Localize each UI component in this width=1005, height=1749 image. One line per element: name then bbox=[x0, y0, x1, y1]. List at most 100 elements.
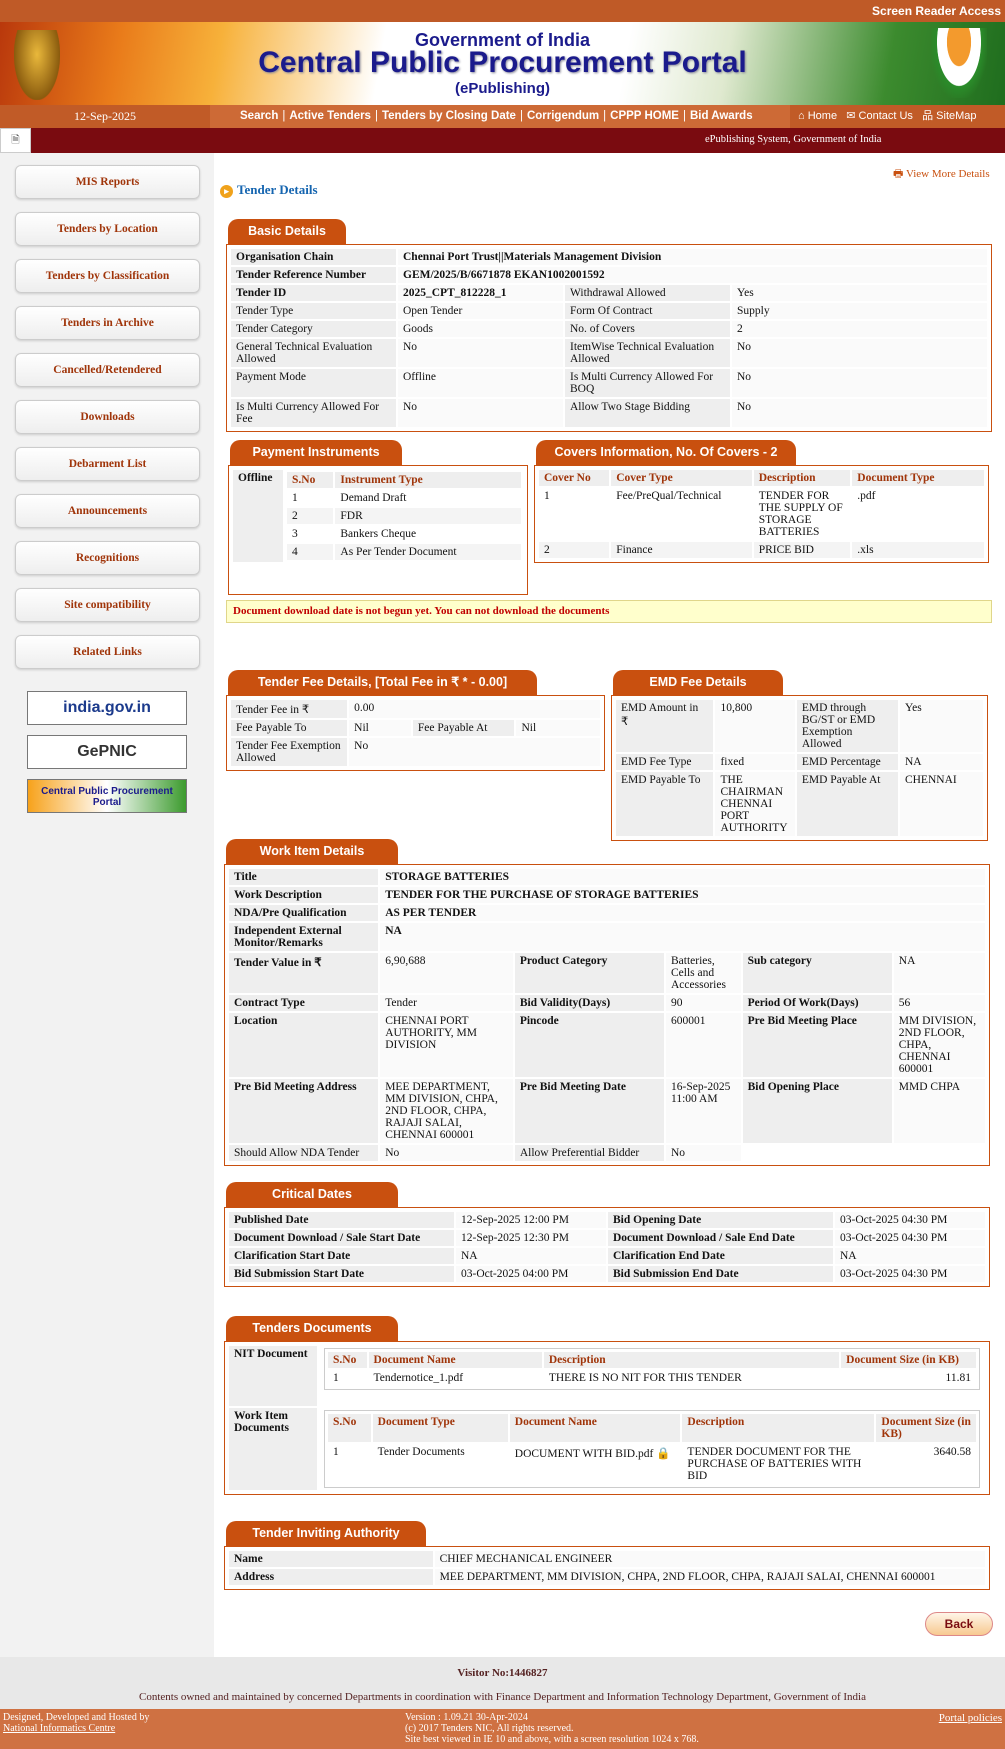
contents-note: Contents owned and maintained by concern… bbox=[139, 1691, 866, 1703]
nav-link-corrigendum[interactable]: Corrigendum bbox=[526, 110, 600, 122]
dates-row: Document Download / Sale Start Date 12-Se… bbox=[229, 1230, 985, 1246]
docs-work-cell: TENDER DOCUMENT FOR THE PURCHASE OF BATT… bbox=[682, 1444, 875, 1484]
basic-row: Is Multi Currency Allowed For Fee No Allow… bbox=[231, 399, 987, 427]
covers-header-row: Cover No Cover Type Description Document Ty… bbox=[539, 470, 984, 486]
docs-work-cell: DOCUMENT WITH BID.pdf 🔒 bbox=[509, 1444, 681, 1484]
value-itemwise-technical-evaluation-allowed: No bbox=[732, 339, 987, 367]
basic-panel: Organisation Chain Chennai Port Trust||Ma… bbox=[226, 244, 992, 432]
sidebar-item-debarment-list[interactable]: Debarment List bbox=[15, 447, 200, 481]
tender_fee-row: Tender Fee Exemption Allowed No bbox=[231, 738, 600, 766]
sidebar-item-mis-reports[interactable]: MIS Reports bbox=[15, 165, 200, 199]
label-tender-reference-number: Tender Reference Number bbox=[231, 267, 396, 283]
sitemap-icon: 品 bbox=[922, 110, 934, 122]
covers-table: Cover No Cover Type Description Document Ty… bbox=[537, 468, 986, 560]
label-bid-opening-date: Bid Opening Date bbox=[608, 1212, 833, 1228]
nic-link[interactable]: National Informatics Centre bbox=[3, 1723, 116, 1734]
value-allow-two-stage-bidding: No bbox=[732, 399, 987, 427]
label-pre-bid-meeting-address: Pre Bid Meeting Address bbox=[229, 1079, 379, 1143]
nav-separator: | bbox=[519, 110, 523, 122]
docs-work-table: S.No Document Type Document Name Descriptio… bbox=[326, 1412, 978, 1486]
label-emd-payable-to: EMD Payable To bbox=[616, 772, 714, 836]
docs-work_label: Work Item Documents bbox=[229, 1408, 317, 1490]
sidebar-item-announcements[interactable]: Announcements bbox=[15, 494, 200, 528]
docs-nit-cell: THERE IS NO NIT FOR THIS TENDER bbox=[543, 1370, 840, 1386]
covers-cell: 2 bbox=[539, 542, 610, 558]
label-name: Name bbox=[229, 1551, 433, 1567]
value-emd-fee-type: fixed bbox=[715, 754, 795, 770]
value-bid-opening-place: MMD CHPA bbox=[893, 1079, 985, 1143]
home-link[interactable]: Home bbox=[807, 110, 838, 122]
current-date: 12-Sep-2025 bbox=[0, 105, 210, 128]
screen-reader-access-link[interactable]: Screen Reader Access bbox=[872, 4, 1001, 18]
label-fee-payable-at: Fee Payable At bbox=[412, 720, 515, 736]
column-header-document-type: Document Type bbox=[852, 470, 984, 486]
logo-india-gov-in[interactable]: india.gov.in bbox=[27, 691, 187, 725]
sidebar-item-related-links[interactable]: Related Links bbox=[15, 635, 200, 669]
dates-row: Bid Submission Start Date 03-Oct-2025 04:… bbox=[229, 1266, 985, 1282]
portal-policies-link[interactable]: Portal policies bbox=[938, 1712, 1002, 1724]
docs-work-header-row: S.No Document Type Document Name Descriptio… bbox=[328, 1414, 976, 1442]
value-location: CHENNAI PORT AUTHORITY, MM DIVISION bbox=[380, 1013, 513, 1077]
logo-central-public-procurement-portal[interactable]: Central Public Procurement Portal bbox=[27, 779, 187, 813]
sitemap-link[interactable]: SiteMap bbox=[936, 110, 977, 122]
value-is-multi-currency-allowed-for-fee: No bbox=[398, 399, 563, 427]
label-contract-type: Contract Type bbox=[229, 995, 379, 1011]
nav-link-search[interactable]: Search bbox=[240, 110, 279, 122]
emd-table: EMD Amount in ₹10,800 EMD through BG/ST o… bbox=[614, 698, 985, 838]
label-allow-preferential-bidder: Allow Preferential Bidder bbox=[514, 1145, 664, 1161]
covers-cell: .xls bbox=[852, 542, 984, 558]
value-bid-opening-date: 03-Oct-2025 04:30 PM bbox=[835, 1212, 985, 1228]
sidebar-item-tenders-by-location[interactable]: Tenders by Location bbox=[15, 212, 200, 246]
column-header-description: Description bbox=[682, 1414, 875, 1442]
payment-header-row: S.No Instrument Type bbox=[287, 472, 521, 488]
visitor-count: Visitor No:1446827 bbox=[457, 1667, 548, 1679]
nav-link-cppp-home[interactable]: CPPP HOME bbox=[610, 110, 679, 122]
view-more-details-link[interactable]: 🖶 View More Details bbox=[893, 165, 990, 184]
work-table: Title STORAGE BATTERIES Work Description TE… bbox=[227, 867, 987, 1163]
value-emd-amount-in-: 10,800 bbox=[715, 700, 795, 752]
value-sub-category: NA bbox=[893, 953, 985, 993]
label-product-category: Product Category bbox=[514, 953, 664, 993]
label-is-multi-currency-allowed-for-fee: Is Multi Currency Allowed For Fee bbox=[231, 399, 396, 427]
payment-row: 2 FDR bbox=[287, 508, 521, 524]
value-allow-preferential-bidder: No bbox=[666, 1145, 741, 1161]
label-independent-external-monitor-remarks: Independent External Monitor/Remarks bbox=[229, 923, 379, 951]
payment-instruments-cell: S.No Instrument Type 1 Demand Draft 2 FDR 3 Ban… bbox=[285, 470, 523, 562]
dates-table: Published Date 12-Sep-2025 12:00 PM Bid Op… bbox=[227, 1210, 987, 1284]
docs-row: NIT Document S.No Document Name Description… bbox=[229, 1346, 985, 1406]
tender_fee-panel: Tender Fee in ₹0.00 Fee Payable To Nil Fee … bbox=[226, 695, 605, 771]
value-fee-payable-at: Nil bbox=[516, 720, 600, 736]
contact-us-link[interactable]: Contact Us bbox=[858, 110, 913, 122]
pdf-download-icon[interactable]: 🔒 bbox=[653, 1448, 671, 1460]
back-button[interactable]: Back bbox=[925, 1612, 993, 1636]
sidebar-item-recognitions[interactable]: Recognitions bbox=[15, 541, 200, 575]
nav-link-active-tenders[interactable]: Active Tenders bbox=[289, 110, 371, 122]
docs-work-cell: 3640.58 bbox=[876, 1444, 976, 1484]
banner: Government of India Central Public Procu… bbox=[0, 22, 1005, 105]
column-header-s-no: S.No bbox=[328, 1352, 367, 1368]
authority-panel: Name CHIEF MECHANICAL ENGINEER Address MEE … bbox=[224, 1546, 990, 1590]
logo-gepnic[interactable]: GePNIC bbox=[27, 735, 187, 769]
label-tender-fee-in-: Tender Fee in ₹ bbox=[231, 700, 348, 718]
payment-tab: Payment Instruments bbox=[230, 440, 402, 465]
print-icon: 🖶 bbox=[893, 168, 904, 180]
label-allow-two-stage-bidding: Allow Two Stage Bidding bbox=[565, 399, 730, 427]
document-icon[interactable]: 🗎 bbox=[0, 128, 31, 153]
docs-layout: NIT Document S.No Document Name Description… bbox=[227, 1344, 987, 1492]
work-row: Tender Value in ₹6,90,688 Product Categor… bbox=[229, 953, 985, 993]
sidebar-item-cancelled-retendered[interactable]: Cancelled/Retendered bbox=[15, 353, 200, 387]
label-form-of-contract: Form Of Contract bbox=[565, 303, 730, 319]
tender_fee-row: Tender Fee in ₹0.00 bbox=[231, 700, 600, 718]
sidebar-item-tenders-by-classification[interactable]: Tenders by Classification bbox=[15, 259, 200, 293]
sidebar-item-downloads[interactable]: Downloads bbox=[15, 400, 200, 434]
sidebar-item-site-compatibility[interactable]: Site compatibility bbox=[15, 588, 200, 622]
label-nda-pre-qualification: NDA/Pre Qualification bbox=[229, 905, 379, 921]
sidebar-item-tenders-in-archive[interactable]: Tenders in Archive bbox=[15, 306, 200, 340]
download-warning: Document download date is not begun yet.… bbox=[226, 600, 992, 623]
nav-separator: | bbox=[682, 110, 686, 122]
value-name: CHIEF MECHANICAL ENGINEER bbox=[434, 1551, 985, 1567]
label-address: Address bbox=[229, 1569, 433, 1585]
basic-row: Organisation Chain Chennai Port Trust||Ma… bbox=[231, 249, 987, 265]
nav-link-bid-awards[interactable]: Bid Awards bbox=[689, 110, 753, 122]
nav-link-tenders-by-closing-date[interactable]: Tenders by Closing Date bbox=[381, 110, 516, 122]
